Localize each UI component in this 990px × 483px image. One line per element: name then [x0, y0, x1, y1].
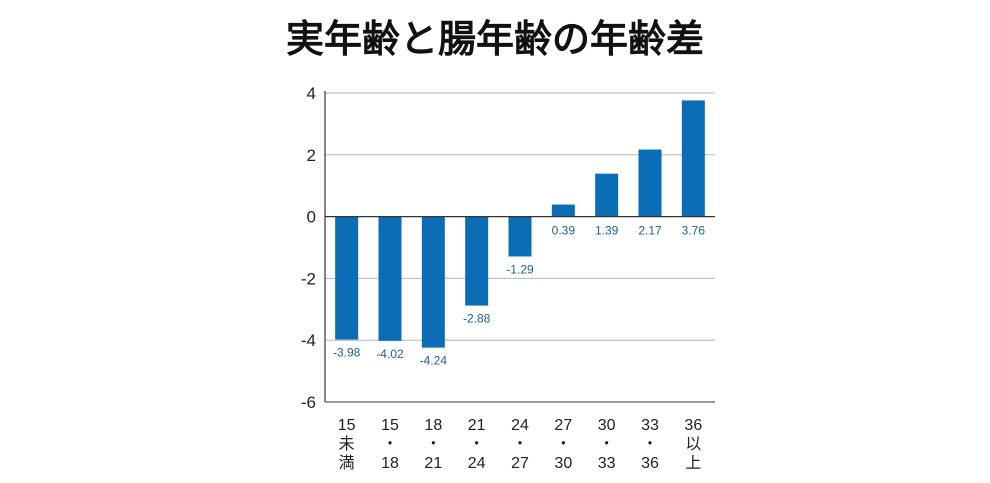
x-tick-label-line: ・ [512, 436, 528, 453]
x-tick-label-line: ・ [469, 436, 485, 453]
y-tick-label: -2 [301, 269, 316, 288]
x-tick-label: 24 ・ 27 [511, 417, 529, 472]
x-tick-label-line: 36 [641, 455, 659, 472]
data-label: 3.76 [682, 224, 706, 238]
y-tick-label: -4 [301, 331, 316, 350]
x-tick-label: 21 ・ 24 [468, 417, 486, 472]
bar [681, 100, 705, 217]
chart-title: 実年齢と腸年齢の年齢差 [286, 17, 704, 61]
data-label: 0.39 [552, 224, 576, 238]
x-tick-label-line: ・ [555, 436, 571, 453]
x-tick-label-line: 21 [424, 455, 442, 472]
x-tick-label-line: 18 [424, 417, 442, 434]
data-label: -4.02 [376, 347, 404, 361]
x-tick-label-line: 24 [468, 455, 486, 472]
x-tick-label-line: ・ [642, 436, 658, 453]
x-tick-label-line: 30 [554, 455, 572, 472]
y-tick-label: 0 [307, 208, 316, 227]
x-tick-label-line: 36 [684, 417, 702, 434]
data-label: -4.24 [420, 354, 448, 368]
x-tick-label-line: 15 [338, 417, 356, 434]
x-tick-label-line: ・ [425, 436, 441, 453]
x-tick-label: 30 ・ 33 [598, 417, 616, 472]
x-tick-label-line: 27 [511, 455, 529, 472]
y-axis-tick-labels: 4 2 0 -2 -4 -6 [301, 84, 316, 412]
data-label: -2.88 [463, 312, 491, 326]
bar [378, 216, 402, 341]
x-tick-label-line: 27 [554, 417, 572, 434]
x-tick-label-line: 上 [685, 454, 701, 472]
x-tick-label: 27 ・ 30 [554, 417, 572, 472]
bar [335, 216, 359, 340]
x-tick-label-line: 15 [381, 417, 399, 434]
x-tick-label-line: 満 [339, 454, 355, 472]
x-tick-label: 15 ・ 18 [381, 417, 399, 472]
x-tick-label-line: 以 [685, 436, 701, 453]
bar [551, 204, 575, 217]
y-tick-label: 2 [307, 146, 316, 165]
x-tick-label: 36 以上 [684, 417, 702, 472]
x-tick-label-line: ・ [599, 436, 615, 453]
x-tick-label: 18 ・ 21 [424, 417, 442, 472]
bar [638, 149, 662, 217]
y-tick-label: 4 [307, 84, 316, 103]
bars [335, 100, 705, 348]
x-tick-label-line: 21 [468, 417, 486, 434]
data-label: -3.98 [333, 346, 361, 360]
data-label: 1.39 [595, 224, 619, 238]
axes [324, 91, 715, 403]
bar [421, 216, 445, 348]
bar [508, 216, 532, 257]
x-tick-label-line: 33 [641, 417, 659, 434]
data-label: 2.17 [638, 224, 662, 238]
x-tick-label-line: 未 [339, 435, 355, 453]
x-tick-label: 33 ・ 36 [641, 417, 659, 472]
x-tick-label-line: 18 [381, 455, 399, 472]
bar [595, 173, 619, 217]
bar [465, 216, 489, 306]
data-label: -1.29 [506, 262, 534, 276]
x-tick-label-line: 33 [598, 455, 616, 472]
y-tick-label: -6 [301, 393, 316, 412]
data-labels: -3.98 -4.02 -4.24 -2.88 -1.29 0.39 1.39 2.17 3.7… [333, 224, 705, 368]
x-axis-tick-labels: 15未満15・1818・2121・2424・2727・3030・3333・363… [338, 417, 703, 472]
x-tick-label-line: 24 [511, 417, 529, 434]
x-tick-label-line: 30 [598, 417, 616, 434]
x-tick-label-line: ・ [382, 436, 398, 453]
